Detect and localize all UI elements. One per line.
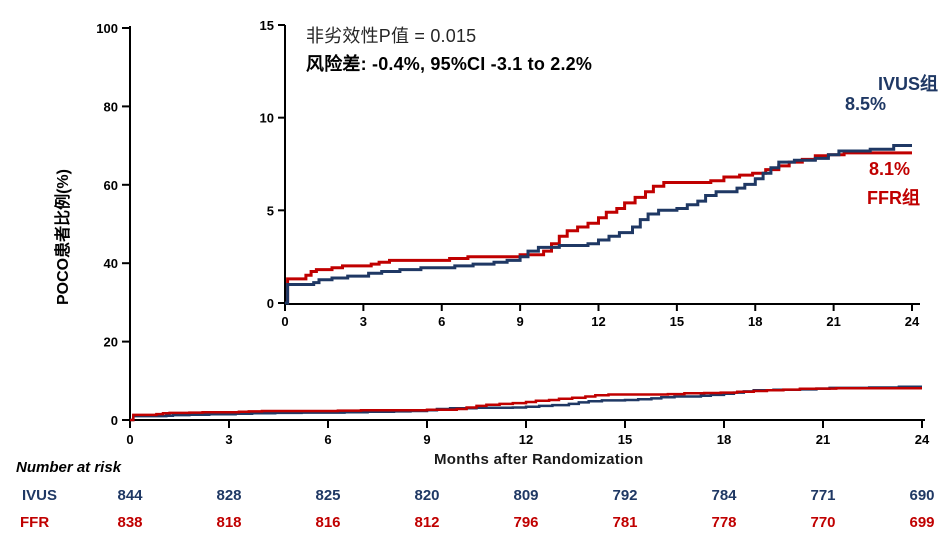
ffr-final-value-label: 8.1% (869, 159, 911, 179)
inset-x-tick-label: 18 (748, 314, 762, 329)
risk-row-label-ffr: FFR (20, 514, 50, 531)
main-x-tick-label: 3 (225, 432, 232, 447)
main-x-tick-label: 6 (324, 432, 331, 447)
main-y-tick-label: 60 (104, 178, 118, 193)
risk-count-ffr-m18: 778 (711, 514, 737, 531)
risk-count-ivus-m15: 792 (612, 487, 638, 504)
inset-y-tick-label: 10 (260, 111, 274, 126)
inset-y-tick-label: 5 (267, 203, 274, 218)
ivus-final-value-label: 8.5% (845, 94, 887, 114)
main-y-tick-label: 100 (96, 21, 118, 36)
inset-x-tick-label: 24 (905, 314, 920, 329)
risk-count-ffr-m12: 796 (513, 514, 539, 531)
ivus-curve-inset (285, 144, 912, 305)
risk-count-ffr-m9: 812 (414, 514, 440, 531)
inset-x-tick-label: 6 (438, 314, 445, 329)
inset-x-tick-label: 0 (281, 314, 288, 329)
main-y-tick-label: 80 (104, 99, 118, 114)
main-x-tick-label: 21 (816, 432, 830, 447)
main-axes (129, 26, 925, 421)
main-x-tick-label: 24 (915, 432, 930, 447)
risk-count-ivus-m3: 828 (216, 487, 242, 504)
inset-x-tick-label: 21 (826, 314, 840, 329)
ffr-group-label: FFR组 (867, 188, 920, 208)
risk-count-ivus-m21: 771 (810, 487, 836, 504)
risk-count-ivus-m24: 690 (909, 487, 935, 504)
main-y-axis-title: POCO患者比例(%) (55, 169, 72, 306)
inset-x-tick-label: 15 (670, 314, 684, 329)
risk-count-ffr-m24: 699 (909, 514, 935, 531)
inset-y-tick-label: 15 (260, 18, 274, 33)
ffr-curve-main (130, 386, 922, 422)
main-y-tick-label: 0 (111, 413, 118, 428)
risk-count-ffr-m21: 770 (810, 514, 836, 531)
risk-count-ivus-m12: 809 (513, 487, 539, 504)
main-y-tick-label: 40 (104, 256, 118, 271)
main-x-tick-label: 18 (717, 432, 731, 447)
main-x-axis-title: Months after Randomization (434, 451, 644, 468)
risk-count-ffr-m0: 838 (117, 514, 143, 531)
main-x-tick-label: 15 (618, 432, 632, 447)
risk-count-ffr-m3: 818 (216, 514, 242, 531)
risk-count-ffr-m6: 816 (315, 514, 341, 531)
risk-count-ivus-m6: 825 (315, 487, 341, 504)
risk-difference-annotation: 风险差: -0.4%, 95%CI -3.1 to 2.2% (306, 54, 593, 74)
main-y-tick-label: 20 (104, 335, 118, 350)
inset-x-tick-label: 9 (517, 314, 524, 329)
ffr-curve-inset (285, 151, 912, 305)
risk-table-title: Number at risk (16, 459, 122, 476)
ivus-group-label: IVUS组 (878, 74, 939, 94)
risk-row-label-ivus: IVUS (22, 487, 58, 504)
main-x-tick-label: 0 (126, 432, 133, 447)
main-x-tick-label: 12 (519, 432, 533, 447)
risk-count-ivus-m9: 820 (414, 487, 440, 504)
main-x-tick-label: 9 (423, 432, 430, 447)
noninferiority-p-annotation: 非劣效性P值 = 0.015 (306, 26, 477, 46)
inset-x-tick-label: 3 (360, 314, 367, 329)
risk-count-ivus-m18: 784 (711, 487, 737, 504)
risk-count-ivus-m0: 844 (117, 487, 143, 504)
inset-y-tick-label: 0 (267, 296, 274, 311)
risk-count-ffr-m15: 781 (612, 514, 638, 531)
inset-x-tick-label: 12 (591, 314, 605, 329)
